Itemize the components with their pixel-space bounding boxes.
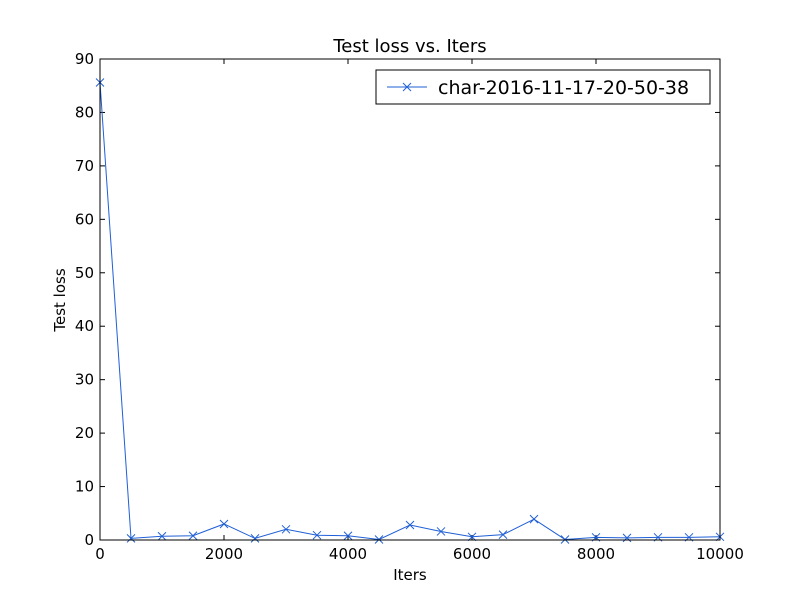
data-point-marker <box>126 534 136 543</box>
legend-marker-x <box>402 82 412 92</box>
y-tick-label: 30 <box>75 371 94 389</box>
plot-frame <box>99 58 721 541</box>
y-tick-label: 40 <box>75 317 94 335</box>
data-point-marker <box>250 534 260 543</box>
x-axis-label: Iters <box>393 566 427 584</box>
x-tick-label: 8000 <box>577 545 615 563</box>
y-tick-label: 0 <box>84 531 94 549</box>
x-tick-label: 10000 <box>696 545 744 563</box>
legend-box <box>375 69 711 105</box>
x-tick-label: 2000 <box>205 545 243 563</box>
data-point-marker <box>498 530 508 540</box>
legend-entry: char-2016-11-17-20-50-38 <box>438 77 689 99</box>
x-tick-label: 4000 <box>329 545 367 563</box>
x-tick-label: 0 <box>95 545 105 563</box>
data-point-marker <box>157 531 167 541</box>
data-point-marker <box>281 524 291 534</box>
data-point-marker <box>374 535 384 544</box>
y-tick-label: 60 <box>75 210 94 228</box>
data-point-marker <box>312 530 322 540</box>
data-point-marker <box>529 514 539 524</box>
legend: char-2016-11-17-20-50-38 <box>375 69 711 105</box>
y-tick-label: 20 <box>75 424 94 442</box>
data-point-marker <box>560 535 570 544</box>
y-tick-label: 10 <box>75 478 94 496</box>
data-point-marker <box>622 533 632 543</box>
data-point-marker <box>343 531 353 541</box>
y-tick-label: 50 <box>75 264 94 282</box>
y-axis-label: Test loss <box>51 268 69 332</box>
data-point-marker <box>405 520 415 530</box>
y-tick-label: 80 <box>75 103 94 121</box>
data-point-marker <box>467 532 477 542</box>
data-point-marker <box>188 531 198 541</box>
data-point-marker <box>436 527 446 536</box>
y-tick-label: 70 <box>75 157 94 175</box>
data-series <box>95 78 725 544</box>
axis-ticks: 0 2000 4000 6000 8000 10000 0 10 20 30 40 50 60 70 80 9… <box>75 50 744 563</box>
x-tick-label: 6000 <box>453 545 491 563</box>
chart-title: Test loss vs. Iters <box>332 36 486 57</box>
y-tick-label: 90 <box>75 50 94 68</box>
data-point-marker <box>219 519 229 529</box>
